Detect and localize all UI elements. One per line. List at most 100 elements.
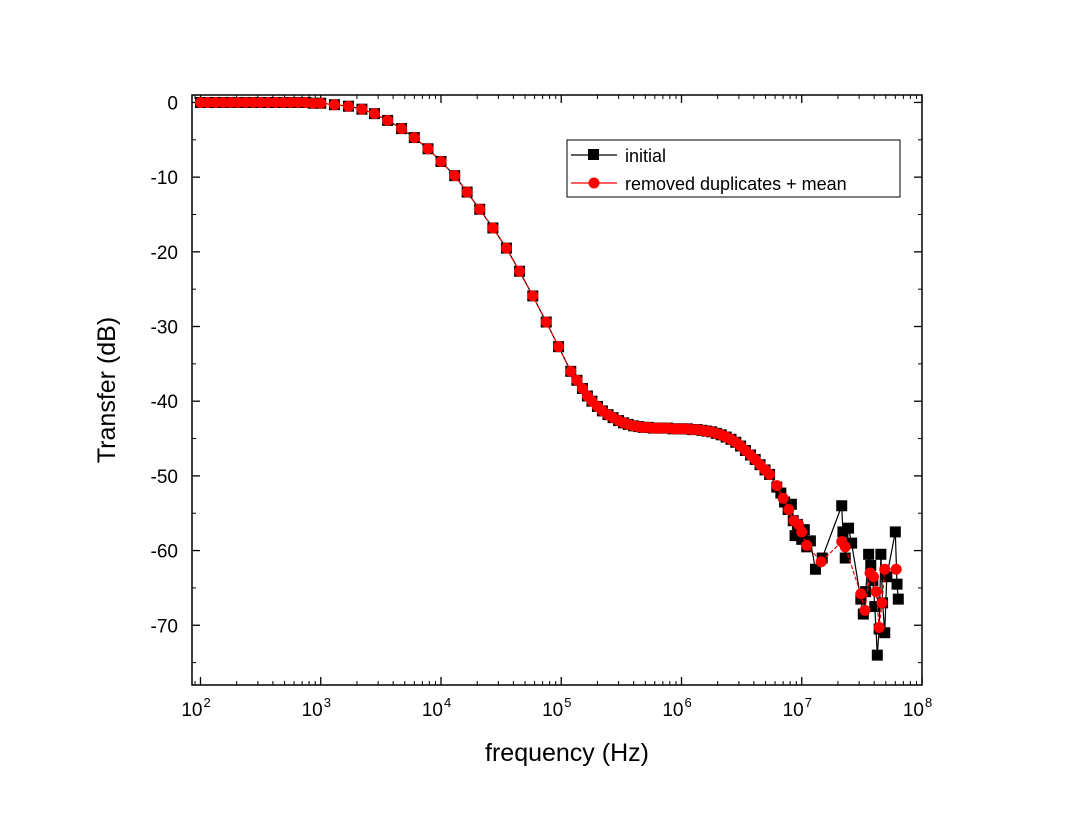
data-point	[307, 97, 319, 109]
y-tick-label: -20	[151, 243, 178, 264]
plot-frame	[191, 94, 923, 686]
series-layer	[194, 96, 904, 661]
y-axis-title: Transfer (dB)	[93, 317, 121, 463]
data-point	[809, 563, 821, 575]
data-point	[527, 290, 539, 302]
x-tick-exponent: 7	[805, 695, 812, 710]
legend-marker-initial	[588, 149, 599, 160]
data-point	[449, 170, 461, 182]
data-point	[801, 539, 813, 551]
x-tick-base: 10	[542, 700, 563, 721]
data-point	[396, 123, 408, 135]
y-tick-label: -30	[151, 318, 178, 339]
data-point	[839, 541, 851, 553]
data-point	[889, 526, 901, 538]
y-tick-labels: 0 -10 -20 -30 -40 -50 -60 -70	[151, 93, 178, 637]
data-point	[865, 560, 877, 572]
data-point	[461, 186, 473, 198]
data-point	[804, 535, 816, 547]
data-point	[843, 522, 855, 534]
x-tick-label: 10 2	[181, 695, 210, 721]
data-point	[285, 96, 297, 108]
data-point	[869, 601, 881, 613]
y-tick-label: -10	[151, 168, 178, 189]
x-tick-base: 10	[903, 700, 924, 721]
data-point	[217, 96, 229, 108]
x-tick-label: 10 4	[422, 695, 451, 721]
data-point	[500, 242, 512, 254]
data-point	[315, 97, 327, 109]
data-point	[839, 552, 851, 564]
data-point	[514, 265, 526, 277]
x-tick-base: 10	[422, 700, 443, 721]
x-tick-label: 10 5	[542, 695, 571, 721]
series-removed-duplicates-mean	[194, 96, 902, 633]
data-point	[565, 365, 577, 377]
data-point	[859, 604, 871, 616]
data-point	[356, 103, 368, 115]
data-point	[855, 588, 867, 600]
x-tick-label: 10 7	[783, 695, 812, 721]
legend-marker-removed	[588, 177, 600, 189]
data-point	[881, 571, 893, 583]
data-point	[408, 132, 420, 144]
x-tick-base: 10	[181, 700, 202, 721]
data-point	[422, 143, 434, 155]
data-point	[815, 556, 827, 568]
x-tick-base: 10	[662, 700, 683, 721]
x-tick-base: 10	[302, 700, 323, 721]
legend-box	[566, 139, 901, 198]
y-tick-label: -40	[151, 392, 178, 413]
data-point	[796, 533, 808, 545]
data-point	[262, 96, 274, 108]
data-point	[369, 108, 381, 120]
x-tick-label: 10 3	[302, 695, 331, 721]
data-point	[879, 563, 891, 575]
x-tick-exponent: 3	[324, 695, 331, 710]
data-point	[255, 96, 267, 108]
y-tick-label: -50	[151, 467, 178, 488]
data-point	[879, 627, 891, 639]
x-tick-exponent: 5	[564, 695, 571, 710]
data-point	[342, 100, 354, 112]
data-point	[783, 503, 795, 515]
data-point	[771, 480, 783, 492]
y-tick-label: -70	[151, 616, 178, 637]
x-tick-exponent: 6	[684, 695, 691, 710]
legend-label-initial: initial	[625, 146, 666, 166]
data-point	[837, 526, 849, 538]
y-tick-label: 0	[167, 93, 178, 114]
data-point	[863, 548, 875, 560]
data-point	[571, 374, 583, 386]
x-tick-base: 10	[783, 700, 804, 721]
x-tick-exponent: 8	[925, 695, 932, 710]
axis-ticks	[192, 95, 923, 685]
data-point	[876, 597, 888, 609]
data-point	[435, 155, 447, 167]
data-point	[328, 99, 340, 111]
data-point	[836, 500, 848, 512]
data-point	[777, 492, 789, 504]
data-point	[540, 316, 552, 328]
data-point	[891, 578, 903, 590]
data-point	[892, 593, 904, 605]
x-tick-exponent: 4	[444, 695, 451, 710]
data-point	[474, 203, 486, 215]
data-point	[240, 96, 252, 108]
data-point	[292, 96, 304, 108]
x-tick-label: 10 6	[662, 695, 691, 721]
data-point	[202, 96, 214, 108]
data-point	[553, 341, 565, 353]
data-point	[764, 468, 776, 480]
data-point	[870, 586, 882, 598]
data-point	[867, 571, 879, 583]
data-point	[875, 548, 887, 560]
data-point	[382, 114, 394, 126]
data-point	[846, 537, 858, 549]
x-tick-exponent: 2	[203, 695, 210, 710]
x-axis-title: frequency (Hz)	[485, 739, 649, 767]
legend-label-removed: removed duplicates + mean	[625, 174, 847, 194]
x-tick-label: 10 8	[903, 695, 932, 721]
data-point	[871, 649, 883, 661]
